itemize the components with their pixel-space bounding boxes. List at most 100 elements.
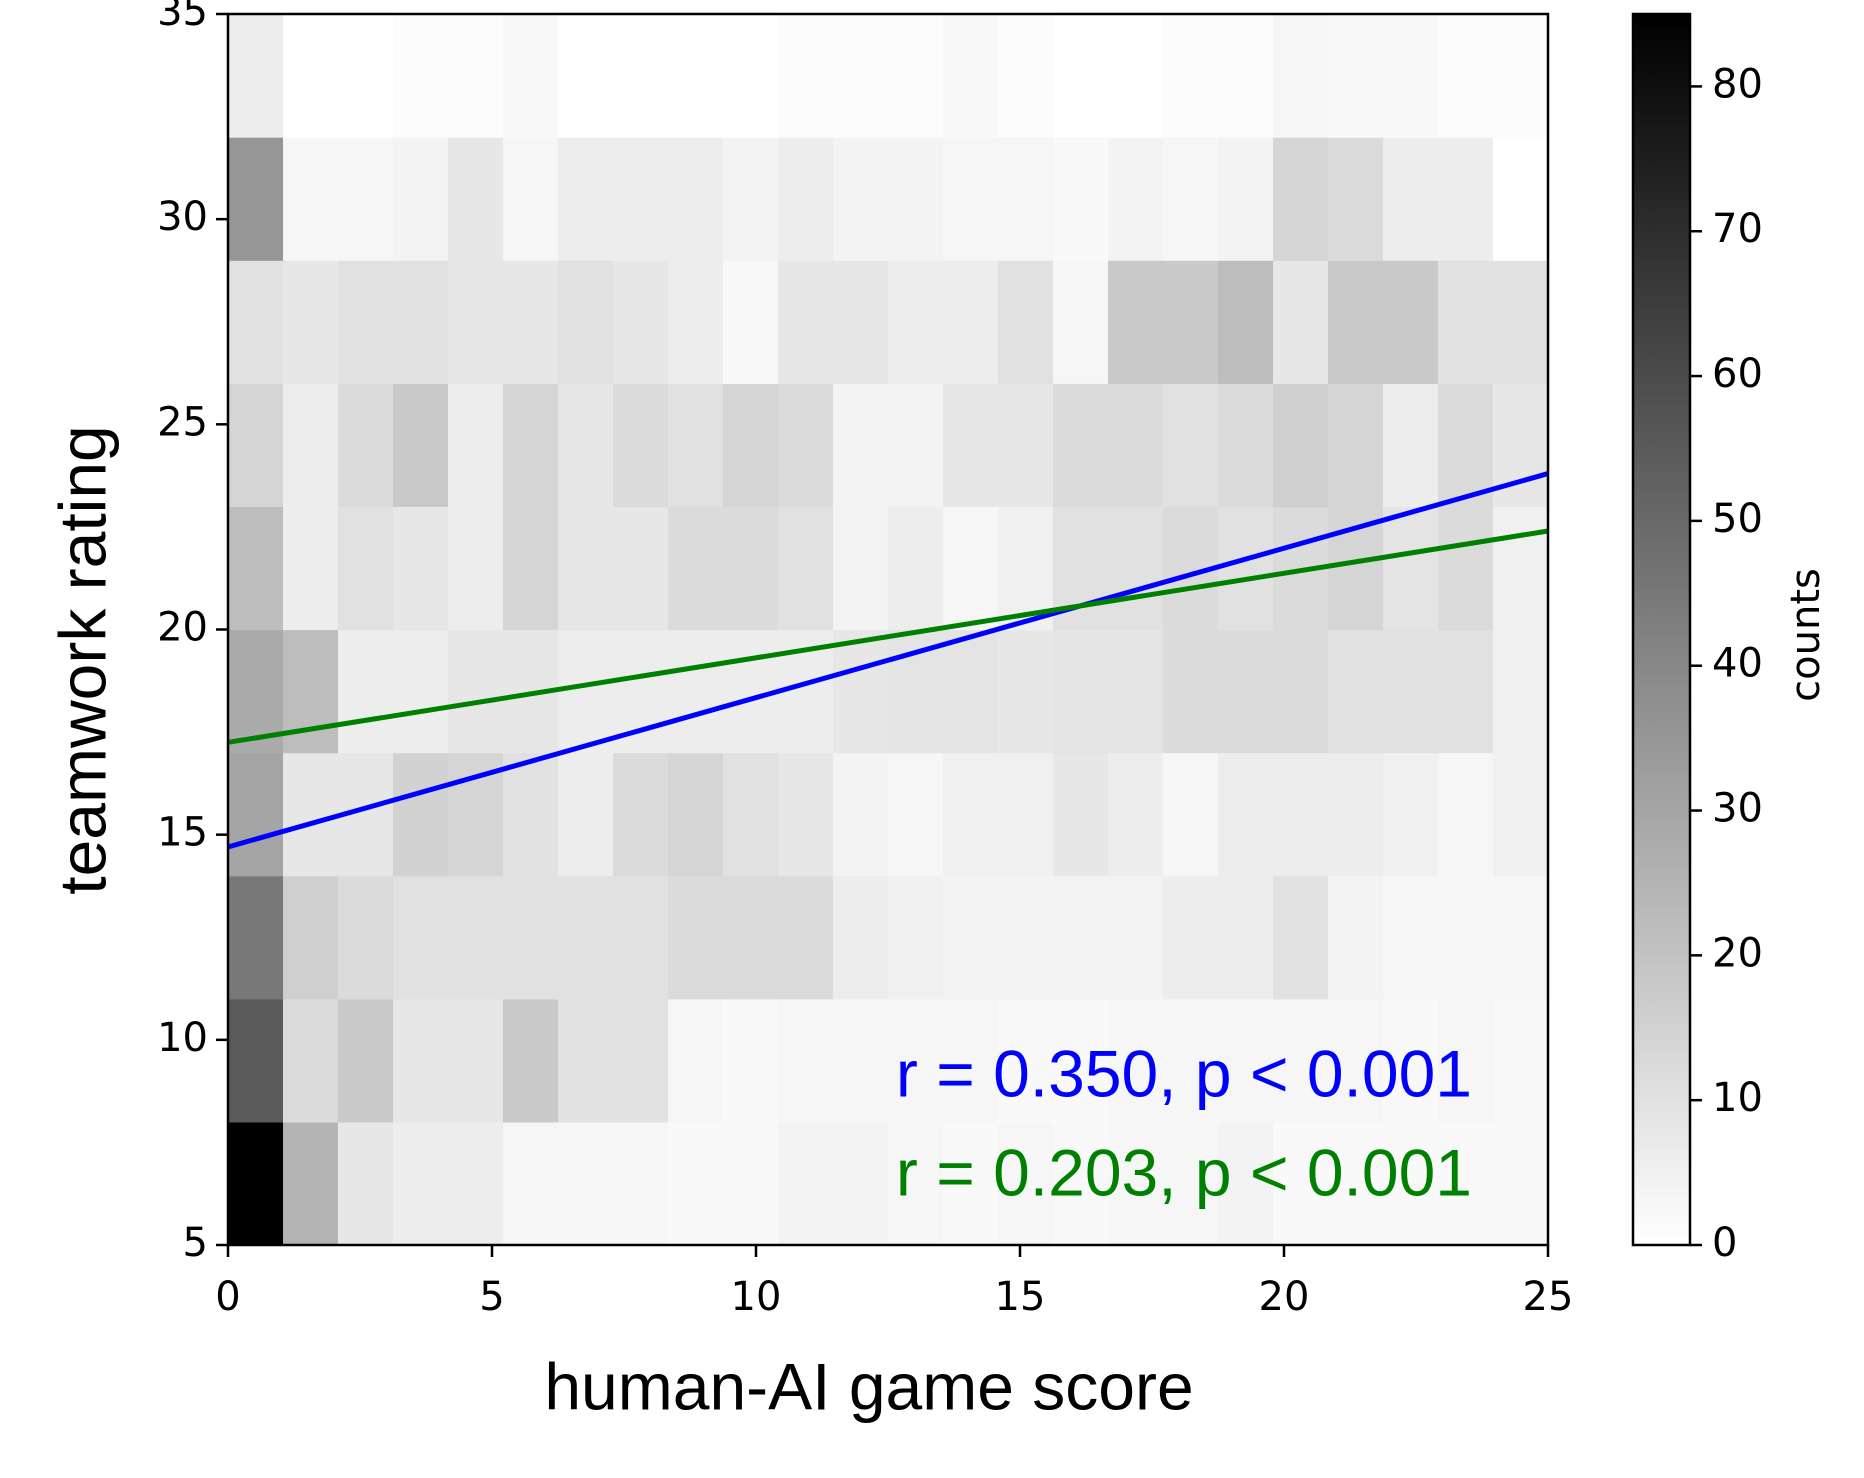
heatmap-cell xyxy=(1162,383,1219,507)
heatmap-cell xyxy=(832,14,889,138)
heatmap-cell xyxy=(1108,14,1164,138)
y-tick-label: 5 xyxy=(183,1220,208,1266)
heatmap-cell xyxy=(888,14,944,138)
heatmap-cell xyxy=(1108,998,1164,1123)
heatmap-cell xyxy=(1492,1121,1549,1246)
heatmap-cell xyxy=(667,260,724,384)
heatmap-cell xyxy=(337,14,394,138)
heatmap-cell xyxy=(502,383,559,507)
heatmap-cell xyxy=(558,383,614,507)
heatmap-cell xyxy=(1438,383,1494,507)
heatmap-cell xyxy=(1218,752,1274,877)
heatmap-cell xyxy=(1108,383,1164,507)
heatmap-cell xyxy=(1438,1121,1494,1246)
colorbar-tick-label: 60 xyxy=(1712,351,1763,397)
heatmap-cell xyxy=(1162,875,1219,1000)
heatmap-cell xyxy=(337,383,394,507)
heatmap-cell xyxy=(1492,506,1549,631)
heatmap-cell xyxy=(832,629,889,754)
heatmap-cell xyxy=(1273,137,1329,261)
heatmap-cell xyxy=(778,14,834,138)
heatmap-cell xyxy=(1327,383,1384,507)
heatmap-cell xyxy=(228,752,284,877)
heatmap-cell xyxy=(283,875,339,1000)
heatmap-cell xyxy=(337,137,394,261)
heatmap-cell xyxy=(558,629,614,754)
heatmap-cell xyxy=(997,629,1054,754)
heatmap-cell xyxy=(888,137,944,261)
heatmap-cell xyxy=(667,383,724,507)
heatmap-cell xyxy=(393,752,449,877)
heatmap-cell xyxy=(448,137,504,261)
heatmap-cell xyxy=(1383,383,1439,507)
heatmap-cell xyxy=(1273,260,1329,384)
heatmap-cell xyxy=(393,998,449,1123)
heatmap-cell xyxy=(228,1121,284,1246)
x-tick-label: 10 xyxy=(731,1274,782,1320)
heatmap-cell xyxy=(943,14,999,138)
heatmap-cell xyxy=(1383,137,1439,261)
heatmap-cell xyxy=(1327,260,1384,384)
y-tick-label: 35 xyxy=(157,0,208,35)
heatmap-cell xyxy=(1327,137,1384,261)
heatmap-cell xyxy=(613,137,669,261)
heatmap-cell xyxy=(1108,506,1164,631)
heatmap-cell xyxy=(943,998,999,1123)
heatmap-cell xyxy=(943,137,999,261)
heatmap-cell xyxy=(943,1121,999,1246)
heatmap-cell xyxy=(393,14,449,138)
heatmap-cell xyxy=(723,875,779,1000)
heatmap-cell xyxy=(448,14,504,138)
heatmap-cell xyxy=(778,383,834,507)
heatmap-cell xyxy=(723,383,779,507)
heatmap-cell xyxy=(997,998,1054,1123)
heatmap-cell xyxy=(778,1121,834,1246)
heatmap-cell xyxy=(943,752,999,877)
heatmap-cell xyxy=(1053,629,1109,754)
heatmap-cell xyxy=(613,1121,669,1246)
heatmap-cell xyxy=(1438,998,1494,1123)
heatmap-cell xyxy=(283,998,339,1123)
heatmap-cell xyxy=(723,137,779,261)
heatmap-cell xyxy=(1438,506,1494,631)
colorbar-tick-label: 70 xyxy=(1712,206,1763,252)
heatmap-cell xyxy=(888,875,944,1000)
heatmap-cell xyxy=(228,383,284,507)
heatmap-cell xyxy=(558,137,614,261)
heatmap-cell xyxy=(228,998,284,1123)
heatmap-cell xyxy=(1053,14,1109,138)
heatmap-cell xyxy=(337,260,394,384)
x-tick-label: 20 xyxy=(1259,1274,1310,1320)
heatmap-cell xyxy=(1218,14,1274,138)
heatmap-cell xyxy=(888,1121,944,1246)
heatmap-cell xyxy=(1438,629,1494,754)
heatmap-cell xyxy=(1053,260,1109,384)
heatmap-cell xyxy=(1273,383,1329,507)
heatmap-cell xyxy=(1108,137,1164,261)
heatmap-cell xyxy=(943,629,999,754)
heatmap-cell xyxy=(558,752,614,877)
y-tick-label: 10 xyxy=(157,1015,208,1061)
heatmap-cell xyxy=(943,506,999,631)
heatmap-cell xyxy=(1273,14,1329,138)
heatmap-cell xyxy=(393,1121,449,1246)
heatmap-cell xyxy=(283,137,339,261)
heatmap-cell xyxy=(1438,137,1494,261)
heatmap-cell xyxy=(943,260,999,384)
heatmap-cell xyxy=(1218,383,1274,507)
heatmap-cell xyxy=(1053,137,1109,261)
x-tick-label: 5 xyxy=(479,1274,504,1320)
heatmap-cell xyxy=(1273,629,1329,754)
heatmap-cell xyxy=(1327,14,1384,138)
heatmap-cell xyxy=(558,260,614,384)
heatmap-cell xyxy=(558,1121,614,1246)
heatmap-cell xyxy=(393,137,449,261)
heatmap-cell xyxy=(558,875,614,1000)
heatmap-cell xyxy=(1108,752,1164,877)
heatmap-cell xyxy=(448,260,504,384)
heatmap-cell xyxy=(832,752,889,877)
heatmap-cell xyxy=(558,998,614,1123)
heatmap-cell xyxy=(888,998,944,1123)
heatmap-cell xyxy=(558,506,614,631)
heatmap-cell xyxy=(1492,629,1549,754)
